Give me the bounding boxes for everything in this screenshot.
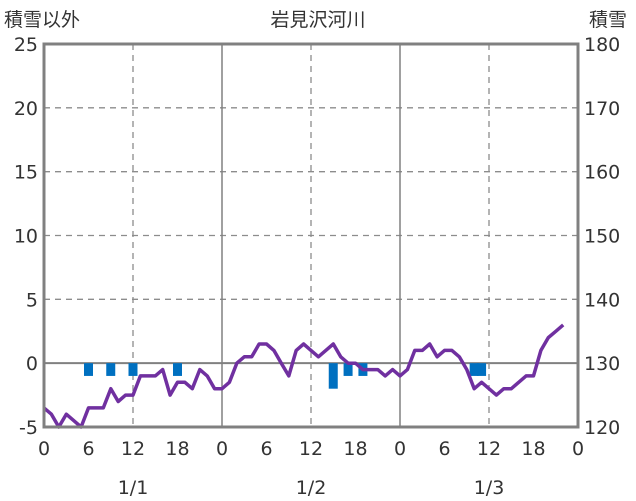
snow-bar [128,363,138,376]
x-tick-label: 6 [260,438,272,460]
date-label: 1/1 [118,477,149,499]
x-tick-label: 6 [438,438,450,460]
grid [44,44,578,427]
left-axis-title: 積雪以外 [4,9,80,31]
line-series-path [42,323,565,429]
left-tick-label: 0 [26,353,38,375]
right-tick-label: 150 [584,226,620,248]
plot-frame [42,42,580,429]
x-tick-label: 12 [477,438,501,460]
left-tick-label: 15 [14,162,38,184]
x-tick-label: 12 [299,438,323,460]
x-tick-label: 18 [521,438,545,460]
snow-bar [477,363,487,376]
snow-bar [84,363,93,376]
snow-bar [173,363,182,376]
date-label: 1/3 [474,477,505,499]
right-tick-label: 160 [584,162,620,184]
chart-title: 岩見沢河川 [270,9,365,31]
left-tick-label: 25 [14,34,38,56]
x-tick-label: 18 [343,438,367,460]
x-tick-label: 0 [38,438,50,460]
x-tick-label: 6 [82,438,94,460]
snow-bar [343,363,353,376]
x-tick-label: 0 [394,438,406,460]
right-tick-label: 130 [584,353,620,375]
date-label: 1/2 [296,477,327,499]
left-tick-label: 10 [14,226,38,248]
left-tick-label: 20 [14,98,38,120]
right-tick-label: 170 [584,98,620,120]
x-tick-label: 0 [572,438,584,460]
left-tick-label: 5 [26,289,38,311]
x-tick-label: 12 [121,438,145,460]
x-tick-label: 0 [216,438,228,460]
snow-bar [328,363,338,389]
right-axis-title: 積雪 [589,9,627,31]
snow-bar [469,363,479,376]
x-tick-label: 18 [165,438,189,460]
right-tick-label: 140 [584,289,620,311]
right-tick-label: 180 [584,34,620,56]
snow-bar [106,363,116,376]
left-tick-label: -5 [19,417,38,439]
line-series [42,323,565,429]
axis-labels: 岩見沢河川 積雪以外 積雪 2520151050-518017016015014… [4,9,627,499]
right-tick-label: 120 [584,417,620,439]
